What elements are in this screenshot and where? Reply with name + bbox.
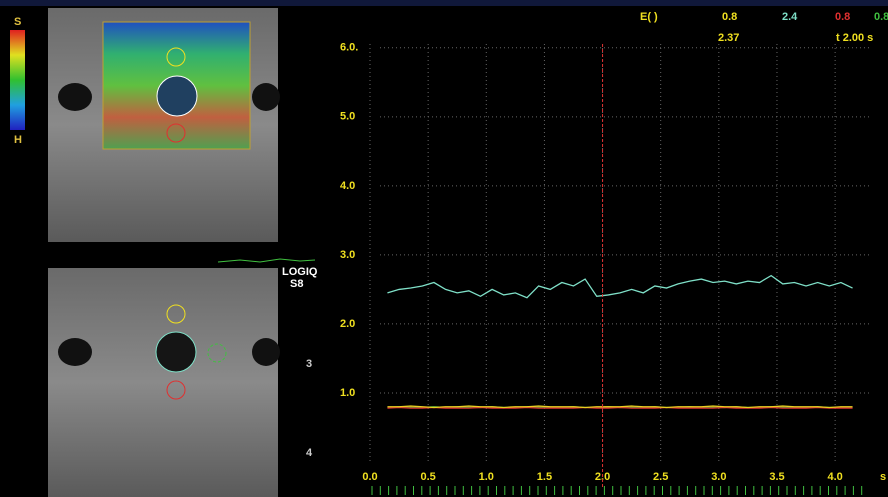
x-tick-label: 2.5 [653,471,668,483]
series-line [387,276,852,298]
top-bar [0,0,888,6]
readout-label: E( ) [640,11,658,23]
x-tick-label: 3.0 [711,471,726,483]
x-tick-label: 0.5 [420,471,435,483]
image-bottom [48,268,278,497]
y-tick-label: 4.0 [340,180,355,192]
roi [157,76,197,116]
colorbar-top: S [14,16,21,28]
lesion [58,83,92,111]
x-axis-label: s [880,471,886,483]
depth-mark: 3 [306,358,312,370]
probe-model: S8 [290,278,303,290]
probe-brand: LOGIQ [282,266,318,278]
readout-current: 2.37 [718,32,739,44]
x-tick-label: 3.5 [769,471,784,483]
readout-value: 2.4 [782,11,798,23]
color-bar [10,30,25,130]
ecg-trace [218,259,315,262]
y-tick-label: 3.0 [340,249,355,261]
x-tick-label: 1.0 [479,471,494,483]
x-tick-label: 1.5 [537,471,552,483]
lesion [58,338,92,366]
colorbar-bottom: H [14,134,22,146]
roi [156,332,196,372]
screen: S H LOGIQ S8 3 4 E( ) 0.8 2.4 0.8 0.8 2.… [0,0,888,497]
lesion [252,83,280,111]
y-tick-label: 1.0 [340,387,355,399]
x-tick-label: 0.0 [362,471,377,483]
y-tick-label: 5.0 [340,111,355,123]
readout-value: 0.8 [835,11,850,23]
readout-time: t 2.00 s [836,32,873,44]
lesion [252,338,280,366]
ultrasound-display: S H LOGIQ S8 3 4 E( ) 0.8 2.4 0.8 0.8 2.… [0,0,888,497]
x-tick-label: 4.0 [827,471,842,483]
readout-value: 0.8 [874,11,888,23]
depth-mark: 4 [306,447,313,459]
readout-value: 0.8 [722,11,737,23]
series-line [387,407,852,408]
y-tick-label: 2.0 [340,318,355,330]
y-tick-label: 6.0. [340,42,358,54]
